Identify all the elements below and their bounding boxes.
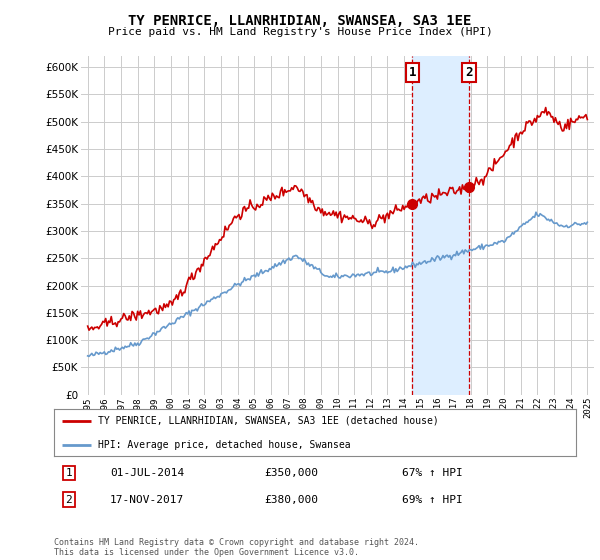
- Text: HPI: Average price, detached house, Swansea: HPI: Average price, detached house, Swan…: [98, 440, 351, 450]
- Text: 17-NOV-2017: 17-NOV-2017: [110, 494, 184, 505]
- Text: 1: 1: [65, 468, 73, 478]
- Text: TY PENRICE, LLANRHIDIAN, SWANSEA, SA3 1EE (detached house): TY PENRICE, LLANRHIDIAN, SWANSEA, SA3 1E…: [98, 416, 439, 426]
- Text: 67% ↑ HPI: 67% ↑ HPI: [401, 468, 463, 478]
- Bar: [412, 56, 469, 395]
- Text: £350,000: £350,000: [264, 468, 318, 478]
- Text: £380,000: £380,000: [264, 494, 318, 505]
- Text: 2: 2: [65, 494, 73, 505]
- Text: Price paid vs. HM Land Registry's House Price Index (HPI): Price paid vs. HM Land Registry's House …: [107, 27, 493, 37]
- Text: Contains HM Land Registry data © Crown copyright and database right 2024.
This d: Contains HM Land Registry data © Crown c…: [54, 538, 419, 557]
- Text: TY PENRICE, LLANRHIDIAN, SWANSEA, SA3 1EE: TY PENRICE, LLANRHIDIAN, SWANSEA, SA3 1E…: [128, 14, 472, 28]
- Text: 2: 2: [465, 66, 472, 79]
- Text: 1: 1: [409, 66, 416, 79]
- Text: 01-JUL-2014: 01-JUL-2014: [110, 468, 184, 478]
- Text: 69% ↑ HPI: 69% ↑ HPI: [401, 494, 463, 505]
